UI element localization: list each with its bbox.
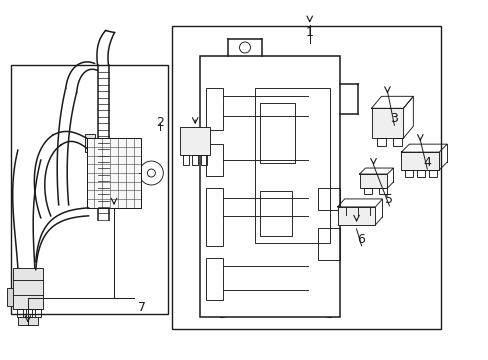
Bar — [416, 170, 425, 177]
Text: 3: 3 — [390, 112, 398, 125]
Bar — [86, 138, 141, 208]
Bar — [35, 310, 41, 318]
Bar — [183, 155, 189, 165]
Bar — [393, 138, 402, 146]
Bar — [260, 191, 291, 236]
Bar — [13, 268, 42, 310]
Bar — [260, 103, 294, 163]
Text: 1: 1 — [305, 26, 313, 39]
Text: 2: 2 — [156, 116, 164, 129]
Text: 4: 4 — [423, 156, 430, 168]
Bar — [206, 258, 223, 300]
Bar — [206, 144, 223, 176]
Bar — [86, 138, 141, 208]
Bar — [206, 188, 223, 246]
Bar — [200, 57, 339, 318]
Bar — [428, 170, 436, 177]
Bar — [359, 174, 386, 188]
Bar — [11, 66, 168, 315]
Bar — [172, 26, 440, 329]
Text: 5: 5 — [385, 193, 393, 206]
Bar — [26, 310, 32, 318]
Bar — [201, 155, 207, 165]
Bar — [405, 170, 412, 177]
Bar — [254, 88, 329, 243]
Bar — [192, 155, 198, 165]
Bar — [206, 88, 223, 130]
Bar — [18, 318, 38, 325]
Bar — [337, 207, 375, 225]
Bar — [7, 288, 13, 306]
Bar — [17, 310, 23, 318]
Bar — [317, 188, 339, 210]
Bar — [377, 138, 386, 146]
Text: 6: 6 — [357, 233, 365, 246]
Bar — [363, 188, 371, 194]
Bar — [379, 188, 386, 194]
Bar — [317, 228, 339, 260]
Bar — [180, 127, 210, 155]
Bar — [84, 134, 94, 152]
Bar — [371, 108, 403, 138]
Text: 7: 7 — [138, 301, 146, 314]
Bar — [401, 152, 438, 170]
